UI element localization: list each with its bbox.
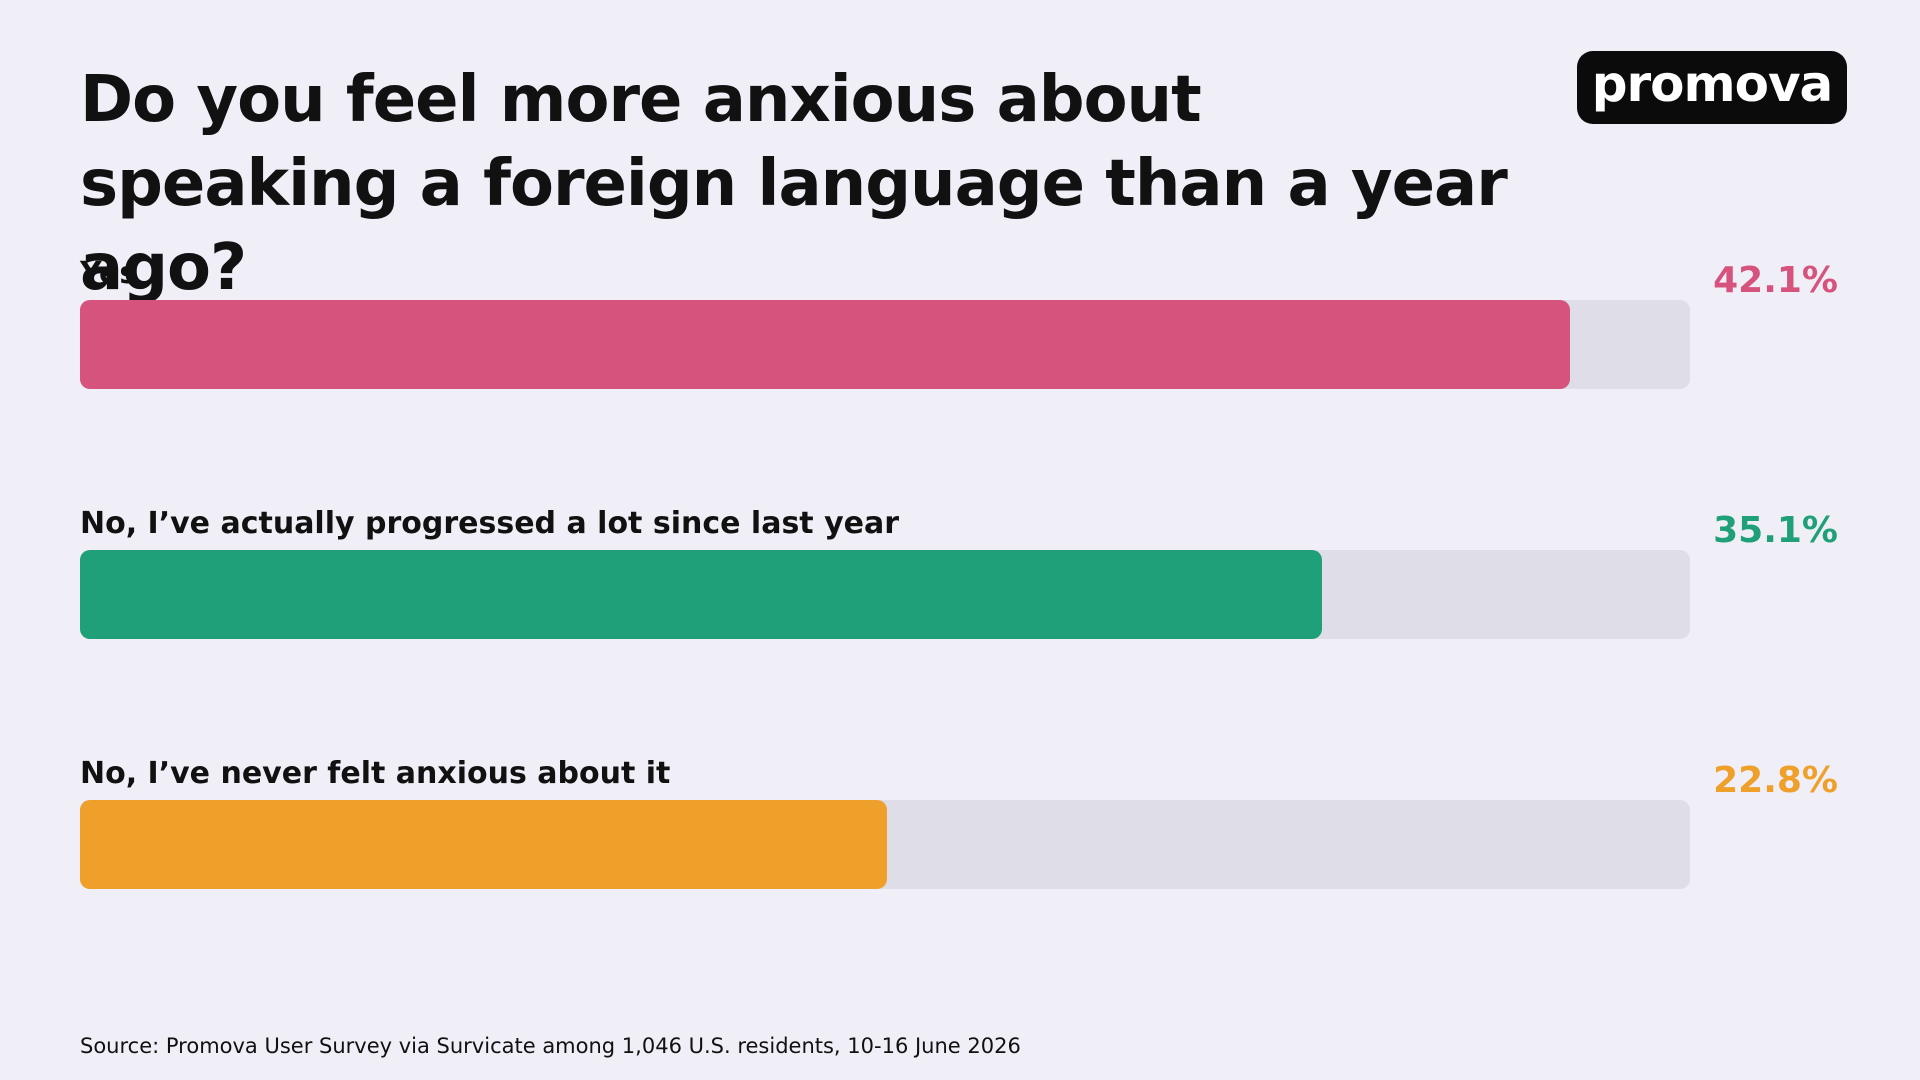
bar — [80, 300, 1570, 389]
bar — [80, 800, 887, 889]
category-label: Yes — [80, 256, 138, 291]
value-label: 35.1% — [1713, 510, 1838, 551]
chart-title: Do you feel more anxious about speaking … — [80, 63, 1508, 305]
source-note: Source: Promova User Survey via Survicat… — [80, 1034, 1021, 1058]
bar — [80, 550, 1322, 639]
category-label: No, I’ve actually progressed a lot since… — [80, 506, 900, 541]
value-label: 22.8% — [1713, 760, 1838, 801]
category-label: No, I’ve never felt anxious about it — [80, 756, 671, 791]
logo: promova — [1577, 51, 1847, 124]
value-label: 42.1% — [1713, 260, 1838, 301]
